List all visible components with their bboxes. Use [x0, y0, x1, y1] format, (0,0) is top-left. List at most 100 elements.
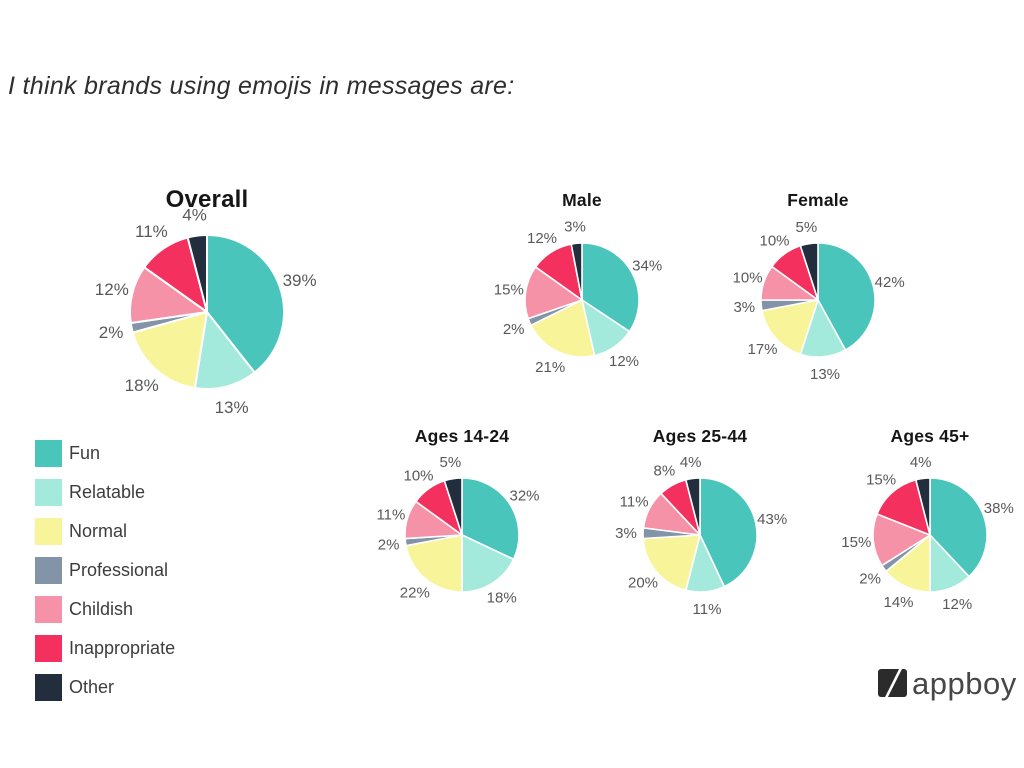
- legend-item-childish: Childish: [35, 596, 175, 623]
- pie-label-normal: 18%: [125, 376, 159, 395]
- legend-label-fun: Fun: [69, 443, 101, 463]
- legend-item-normal: Normal: [35, 518, 175, 545]
- legend-item-inappropriate: Inappropriate: [35, 635, 175, 662]
- pie-label-professional: 3%: [615, 525, 637, 542]
- pie-slice-other: [799, 242, 819, 301]
- pie-chart-ages-14-24: 32% 18% 22% 2% 11% 10% 5%: [376, 454, 539, 607]
- pie-label-inappropriate: 8%: [654, 462, 676, 479]
- pie-slice-other: [186, 234, 208, 313]
- legend-label-normal: Normal: [69, 521, 128, 541]
- pie-slice-relatable: [193, 311, 256, 390]
- pie-label-inappropriate: 10%: [403, 467, 433, 484]
- pie-label-other: 4%: [680, 454, 702, 471]
- legend-label-relatable: Relatable: [69, 482, 146, 502]
- legend-swatch-fun: [35, 440, 62, 467]
- pie-chart-female: 42% 13% 17% 3% 10% 10% 5%: [733, 219, 905, 383]
- legend-item-relatable: Relatable: [35, 479, 175, 506]
- pie-slice-inappropriate: [876, 478, 931, 536]
- pie-slice-fun: [461, 477, 520, 561]
- chart-ages-14-24: Ages 14-24 32% 18% 22% 2% 11% 10% 5%: [362, 426, 562, 636]
- pie-label-normal: 14%: [883, 594, 913, 611]
- pie-label-fun: 43%: [757, 511, 787, 528]
- chart-male: Male 34% 12% 21% 2% 15% 12% 3%: [482, 190, 682, 400]
- pie-label-inappropriate: 11%: [135, 222, 168, 241]
- pie-chart-overall: 39% 13% 18% 2% 12% 11% 4%: [95, 206, 317, 417]
- chart-title-female: Female: [787, 190, 849, 210]
- pie-label-professional: 2%: [859, 571, 881, 588]
- chart-ages-45-plus: Ages 45+ 38% 12% 14% 2% 15% 15% 4%: [830, 426, 1024, 636]
- legend-item-fun: Fun: [35, 440, 175, 467]
- legend-label-inappropriate: Inappropriate: [69, 638, 176, 658]
- pie-label-fun: 39%: [283, 271, 317, 290]
- pie-slice-normal: [405, 534, 463, 593]
- chart-title-male: Male: [562, 190, 602, 210]
- pie-slice-childish: [129, 266, 208, 324]
- appboy-logo: appboy: [877, 667, 1017, 699]
- pie-label-childish: 15%: [841, 534, 871, 551]
- pie-chart-ages-25-44: 43% 11% 20% 3% 11% 8%4%: [615, 454, 787, 618]
- pie-label-childish: 11%: [376, 507, 405, 524]
- legend-swatch-professional: [35, 557, 62, 584]
- pie-label-relatable: 11%: [693, 601, 722, 618]
- chart-ages-25-44: Ages 25-44 43% 11% 20% 3% 11% 8% 4%: [600, 426, 800, 636]
- pie-label-childish: 10%: [733, 269, 763, 286]
- pie-label-inappropriate: 15%: [866, 472, 896, 489]
- legend-label-professional: Professional: [69, 560, 169, 580]
- legend-swatch-relatable: [35, 479, 62, 506]
- pie-label-relatable: 18%: [487, 590, 517, 607]
- pie-slice-other: [570, 242, 583, 301]
- pie-label-normal: 22%: [400, 584, 430, 601]
- pie-slice-other: [915, 477, 931, 536]
- chart-overall: Overall 39% 13% 18% 2% 12% 11% 4%: [67, 186, 347, 438]
- pie-label-professional: 2%: [503, 321, 525, 338]
- pie-label-other: 5%: [440, 454, 462, 471]
- pie-label-other: 3%: [564, 219, 586, 236]
- legend-item-professional: Professional: [35, 557, 175, 584]
- pie-slice-fun: [929, 477, 988, 578]
- legend-swatch-inappropriate: [35, 635, 62, 662]
- pie-chart-male: 34% 12% 21% 2% 15% 12% 3%: [494, 219, 662, 377]
- chart-female: Female 42% 13% 17% 3% 10% 10% 5%: [718, 190, 918, 400]
- page-title: I think brands using emojis in messages …: [8, 72, 515, 100]
- appboy-logo-icon: [878, 667, 907, 699]
- pie-label-inappropriate: 10%: [759, 232, 789, 249]
- pie-label-fun: 42%: [875, 274, 905, 291]
- pie-slice-normal: [530, 299, 596, 358]
- pie-label-childish: 12%: [95, 280, 129, 299]
- pie-slice-childish: [872, 513, 931, 567]
- pie-label-professional: 2%: [99, 323, 124, 342]
- pie-label-other: 4%: [910, 454, 932, 471]
- pie-label-inappropriate: 12%: [527, 230, 557, 247]
- pie-slice-other: [685, 477, 701, 536]
- pie-slice-normal: [642, 534, 701, 592]
- pie-label-relatable: 12%: [609, 353, 639, 370]
- pie-label-professional: 2%: [378, 537, 400, 554]
- appboy-logo-text: appboy: [912, 665, 1017, 701]
- pie-slice-normal: [761, 299, 819, 356]
- legend-item-other: Other: [35, 674, 175, 701]
- pie-slice-fun: [699, 477, 758, 588]
- pie-label-other: 4%: [182, 206, 207, 225]
- pie-label-other: 5%: [796, 219, 818, 236]
- pie-slice-fun: [817, 242, 876, 351]
- legend-swatch-normal: [35, 518, 62, 545]
- pie-label-fun: 38%: [984, 500, 1014, 517]
- pie-slice-other: [443, 477, 463, 536]
- pie-label-professional: 3%: [733, 299, 755, 316]
- pie-label-childish: 15%: [494, 282, 524, 299]
- pie-label-normal: 21%: [535, 359, 565, 376]
- pie-label-childish: 11%: [620, 494, 649, 511]
- pie-label-normal: 20%: [628, 574, 658, 591]
- pie-slice-fun: [206, 234, 286, 374]
- pie-label-relatable: 13%: [215, 398, 249, 417]
- legend-label-childish: Childish: [69, 599, 134, 619]
- chart-title-ages-14-24: Ages 14-24: [414, 426, 510, 446]
- pie-label-relatable: 12%: [942, 596, 972, 613]
- chart-title-overall: Overall: [165, 186, 249, 213]
- logo-slash: [884, 667, 903, 699]
- pie-label-relatable: 13%: [810, 366, 840, 383]
- pie-label-normal: 17%: [747, 341, 777, 358]
- legend-label-other: Other: [69, 677, 115, 697]
- chart-title-ages-25-44: Ages 25-44: [652, 426, 748, 446]
- legend-swatch-other: [35, 674, 62, 701]
